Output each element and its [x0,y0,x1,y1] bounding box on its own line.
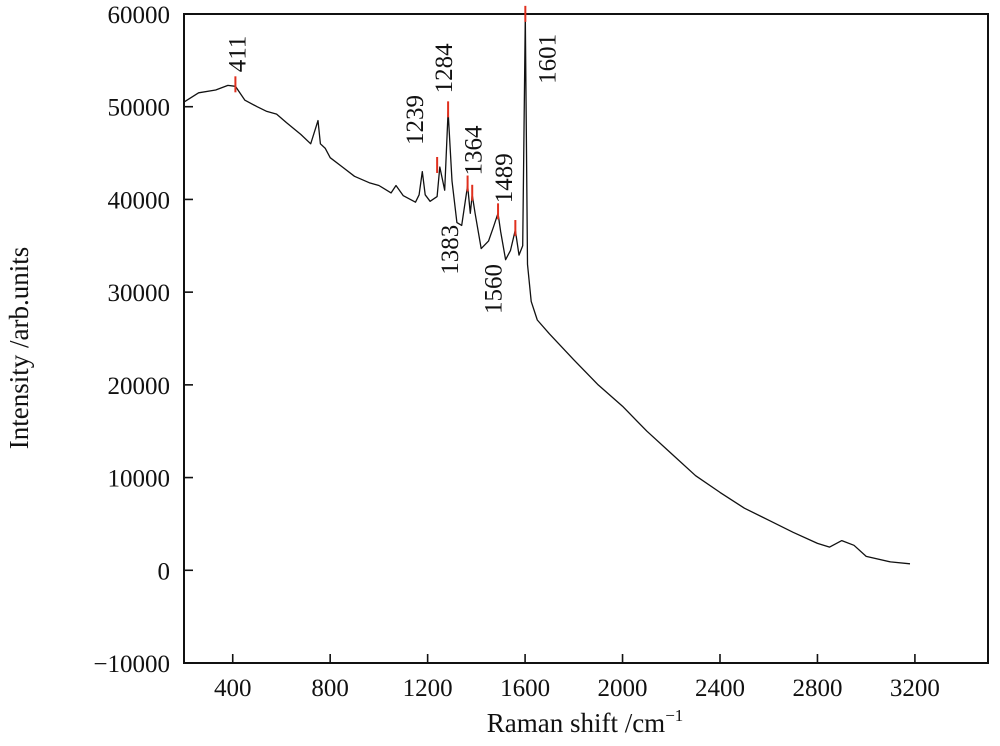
x-tick-label: 3200 [890,675,940,702]
peak-label: 1489 [491,153,518,203]
peak-label: 1560 [480,264,507,314]
x-tick-label: 1200 [403,675,453,702]
axis-tick-labels: 400 800 1200 1600 2000 2400 2800 3200 −10000 0 100… [93,2,940,702]
y-tick-label: 50000 [108,95,171,122]
y-tick-label: 30000 [108,280,171,307]
y-tick-label: 20000 [108,373,171,400]
x-tick-label: 800 [311,675,349,702]
y-tick-label: 60000 [108,2,171,29]
x-tick-label: 400 [214,675,252,702]
x-tick-label: 2800 [792,675,842,702]
x-tick-label: 2000 [598,675,648,702]
y-tick-label: 0 [158,558,171,585]
x-tick-label: 2400 [695,675,745,702]
peak-label: 1383 [437,225,464,275]
peak-label: 1284 [431,43,458,94]
series-layer [183,15,911,565]
plot-frame [183,13,989,664]
y-tick-label: 40000 [108,187,171,214]
peak-label: 1601 [534,34,561,84]
y-axis-title: Intensity /arb.units [4,247,34,449]
y-tick-label: 10000 [108,466,171,493]
peak-label: 411 [224,36,251,73]
spectrum-line [183,15,911,565]
y-tick-label: −10000 [93,651,170,678]
x-axis-title-superscript: −1 [665,706,683,725]
peak-label: 1239 [402,95,429,145]
x-tick-label: 1600 [500,675,550,702]
x-axis-title: Raman shift /cm−1 [487,706,684,738]
plot-border [183,13,989,664]
peak-label: 1364 [461,125,488,176]
axis-titles: Raman shift /cm−1 Intensity /arb.units [4,247,683,738]
axis-ticks [184,13,916,664]
